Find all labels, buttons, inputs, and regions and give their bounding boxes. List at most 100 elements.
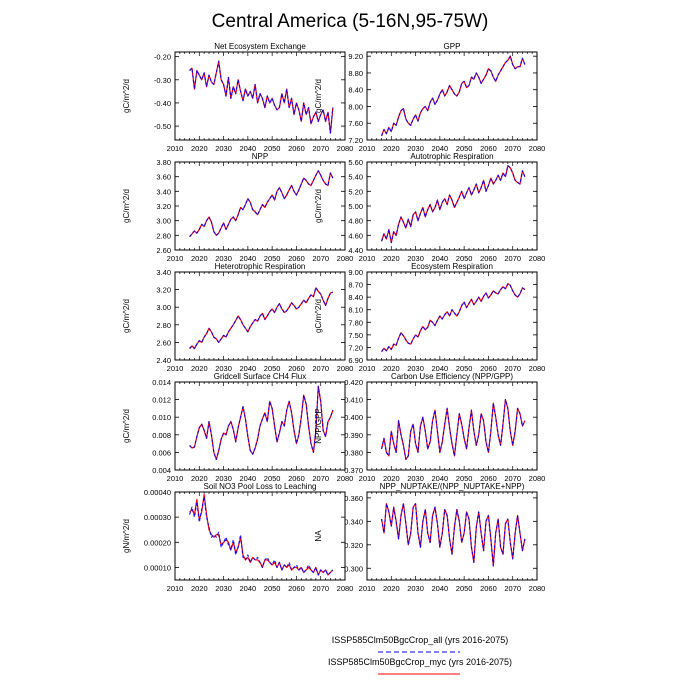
x-tick-label: 2020 xyxy=(383,144,400,153)
x-tick-label: 2030 xyxy=(407,254,424,263)
panel-title: Gridcell Surface CH4 Flux xyxy=(214,372,306,381)
y-tick-label: 0.00040 xyxy=(144,488,171,497)
y-tick-label: 8.00 xyxy=(348,102,363,111)
y-tick-label: 0.010 xyxy=(152,413,171,422)
series-line-myc xyxy=(381,55,526,137)
y-tick-label: 0.00010 xyxy=(144,563,171,572)
plot-frame xyxy=(174,271,346,361)
x-tick-label: 2010 xyxy=(167,364,184,373)
y-tick-label: 4.40 xyxy=(348,246,363,255)
x-tick-label: 2080 xyxy=(337,474,354,483)
x-tick-label: 2070 xyxy=(312,364,329,373)
y-axis-label: NPP/GPP xyxy=(314,408,323,444)
y-tick-label: -0.20 xyxy=(154,53,171,62)
x-tick-label: 2080 xyxy=(337,254,354,263)
legend-label-myc: ISSP585Clm50BgcCrop_myc (yrs 2016-2075) xyxy=(328,657,512,667)
plot-frame xyxy=(174,491,346,581)
x-tick-label: 2060 xyxy=(480,584,497,593)
x-tick-label: 2050 xyxy=(456,584,473,593)
x-tick-label: 2040 xyxy=(432,254,449,263)
panel-title: Heterotrophic Respiration xyxy=(215,262,306,271)
series-line-myc xyxy=(189,385,334,461)
y-tick-label: 2.80 xyxy=(156,321,171,330)
series-line-all xyxy=(381,165,526,244)
y-tick-label: 9.20 xyxy=(348,52,363,61)
y-tick-label: 3.00 xyxy=(156,217,171,226)
y-tick-label: 2.40 xyxy=(156,356,171,365)
y-tick-label: 3.20 xyxy=(156,286,171,295)
y-tick-label: 0.014 xyxy=(152,378,171,387)
x-tick-label: 2080 xyxy=(337,364,354,373)
series-line-myc xyxy=(380,399,526,461)
y-tick-label: 3.80 xyxy=(156,158,171,167)
y-tick-label: 8.70 xyxy=(348,281,363,290)
y-axis-label: gC/m^2/d xyxy=(314,189,323,223)
y-tick-label: 0.300 xyxy=(344,564,363,573)
x-tick-label: 2030 xyxy=(215,474,232,483)
panel-6: Ecosystem Respiration gC/m^2/d 6.90 7.20 7.5… xyxy=(314,262,545,373)
plot-frame xyxy=(174,51,346,141)
x-tick-label: 2050 xyxy=(456,144,473,153)
x-tick-label: 2040 xyxy=(432,474,449,483)
x-tick-label: 2030 xyxy=(215,144,232,153)
legend-label-all: ISSP585Clm50BgcCrop_all (yrs 2016-2075) xyxy=(332,635,509,645)
panel-title: NPP xyxy=(252,152,268,161)
x-tick-label: 2060 xyxy=(480,254,497,263)
x-tick-label: 2080 xyxy=(529,474,546,483)
x-tick-label: 2010 xyxy=(359,254,376,263)
y-tick-label: 8.10 xyxy=(348,306,363,315)
x-tick-label: 2030 xyxy=(407,474,424,483)
y-tick-label: 0.420 xyxy=(344,378,363,387)
x-tick-label: 2060 xyxy=(288,474,305,483)
y-tick-label: 5.00 xyxy=(348,202,363,211)
y-tick-label: 0.370 xyxy=(344,466,363,475)
series-line-all xyxy=(189,385,334,461)
x-tick-label: 2070 xyxy=(312,474,329,483)
x-tick-label: 2040 xyxy=(432,364,449,373)
series-line-myc xyxy=(189,287,334,350)
x-tick-label: 2040 xyxy=(240,584,257,593)
x-tick-label: 2040 xyxy=(432,144,449,153)
y-tick-label: 8.40 xyxy=(348,293,363,302)
panel-1: Net Ecosystem Exchange gC/m^2/d -0.50 -0.40… xyxy=(122,42,353,153)
y-tick-label: 0.410 xyxy=(344,396,363,405)
y-tick-label: 0.008 xyxy=(152,431,171,440)
y-tick-label: 3.40 xyxy=(156,268,171,277)
y-tick-label: 9.00 xyxy=(348,268,363,277)
panel-5: Heterotrophic Respiration gC/m^2/d 2.40 2.6… xyxy=(122,262,353,373)
panel-3: NPP gC/m^2/d 2.60 2.80 3.00 3.20 3.40 3.60 3.80 2… xyxy=(122,152,353,263)
x-tick-label: 2050 xyxy=(456,474,473,483)
x-tick-label: 2070 xyxy=(312,254,329,263)
x-tick-label: 2070 xyxy=(504,364,521,373)
series-line-myc xyxy=(189,170,334,238)
plot-frame xyxy=(366,271,538,361)
x-tick-label: 2060 xyxy=(288,144,305,153)
y-axis-label: gC/m^2/d xyxy=(122,409,131,443)
y-tick-label: 7.50 xyxy=(348,331,363,340)
y-tick-label: 0.360 xyxy=(344,494,363,503)
x-tick-label: 2050 xyxy=(264,254,281,263)
x-tick-label: 2060 xyxy=(288,584,305,593)
x-tick-label: 2040 xyxy=(432,584,449,593)
x-tick-label: 2050 xyxy=(264,364,281,373)
panel-title: Ecosystem Respiration xyxy=(411,262,493,271)
legend: ISSP585Clm50BgcCrop_all (yrs 2016-2075) … xyxy=(328,635,512,675)
x-tick-label: 2010 xyxy=(167,254,184,263)
y-tick-label: 3.00 xyxy=(156,303,171,312)
x-tick-label: 2060 xyxy=(480,364,497,373)
x-tick-label: 2080 xyxy=(529,364,546,373)
y-tick-label: 0.320 xyxy=(344,541,363,550)
x-tick-label: 2070 xyxy=(504,144,521,153)
panel-title: NPP_NUPTAKE/(NPP_NUPTAKE+NPP) xyxy=(380,482,525,491)
panels: Net Ecosystem Exchange gC/m^2/d -0.50 -0.40… xyxy=(122,42,545,593)
x-tick-label: 2060 xyxy=(288,254,305,263)
y-tick-label: 5.20 xyxy=(348,187,363,196)
plot-frame xyxy=(366,491,538,581)
panel-8: Carbon Use Efficiency (NPP/GPP) NPP/GPP 0.… xyxy=(314,372,545,483)
y-axis-label: gC/m^2/d xyxy=(122,189,131,223)
x-tick-label: 2060 xyxy=(288,364,305,373)
y-tick-label: 5.60 xyxy=(348,158,363,167)
series-line-all xyxy=(189,170,334,238)
x-tick-label: 2070 xyxy=(504,474,521,483)
y-axis-label: gN/m^2/d xyxy=(122,519,131,553)
